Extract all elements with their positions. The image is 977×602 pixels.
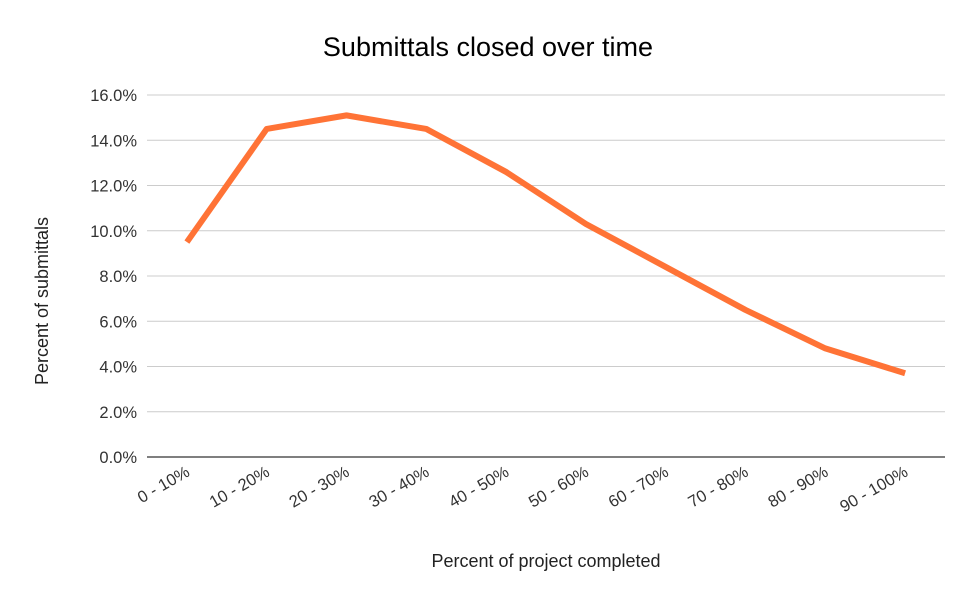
y-tick-label: 4.0% [99,359,137,377]
x-tick-label: 60 - 70% [606,463,672,512]
x-tick-label: 90 - 100% [837,463,911,516]
x-tick-label: 0 - 10% [135,463,194,507]
y-tick-label: 8.0% [99,268,137,286]
y-tick-label: 16.0% [90,87,137,105]
x-axis-label: Percent of project completed [431,551,660,571]
y-tick-label: 10.0% [90,223,137,241]
series-line [184,112,906,377]
y-tick-label: 2.0% [99,404,137,422]
chart-title: Submittals closed over time [323,32,653,62]
x-tick-label: 80 - 90% [765,463,831,512]
gridlines [147,94,945,413]
x-tick-label: 50 - 60% [526,463,592,512]
y-axis-label: Percent of submittals [32,217,52,385]
x-tick-label: 10 - 20% [207,463,273,512]
y-tick-label: 0.0% [99,449,137,467]
series [184,112,906,377]
y-tick-label: 12.0% [90,178,137,196]
x-tick-label: 70 - 80% [685,463,751,512]
y-tick-label: 6.0% [99,313,137,331]
x-axis-ticks: 0 - 10% 10 - 20% 20 - 30% 30 - 40% 40 - 50% 5… [135,463,912,516]
x-tick-label: 20 - 30% [286,463,352,512]
x-tick-label: 30 - 40% [366,463,432,512]
x-tick-label: 40 - 50% [446,463,512,512]
y-tick-label: 14.0% [90,132,137,150]
y-axis-ticks: 0.0% 2.0% 4.0% 6.0% 8.0% 10.0% 12.0% 14.0% 16.0% [90,87,137,467]
